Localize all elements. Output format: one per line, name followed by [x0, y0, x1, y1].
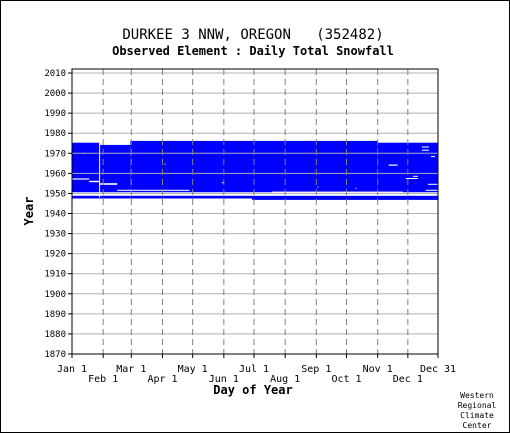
credit-line: Center	[463, 421, 492, 430]
data-block-0-3	[252, 140, 378, 200]
plot-area	[72, 69, 438, 354]
x-tick-label: Jul 1	[239, 364, 269, 375]
y-axis: 1870 1880 1890 1900 1910 1920 1930 1940 1950 1960…	[44, 69, 72, 360]
x-tick-label: Aug 1	[270, 374, 300, 385]
y-tick-label: 1980	[44, 129, 66, 139]
missing-gap-11	[421, 149, 429, 151]
x-tick-label: May 1	[178, 364, 208, 375]
y-tick-label: 2000	[44, 89, 66, 99]
x-tick-label: Dec 1	[393, 374, 423, 385]
y-tick-label: 1910	[44, 270, 66, 280]
missing-gap-18	[317, 186, 319, 188]
plot-border	[71, 68, 439, 355]
y-tick-label: 1970	[44, 149, 66, 159]
credit-line: Climate	[460, 411, 494, 420]
grid-lines	[72, 69, 438, 355]
missing-gap-14	[412, 175, 418, 177]
y-tick-label: 1920	[44, 250, 66, 260]
y-tick-label: 1900	[44, 290, 66, 300]
chart-title: DURKEE 3 NNW, OREGON (352482)	[122, 27, 383, 43]
missing-gap-17	[164, 163, 166, 165]
missing-gap-12	[421, 146, 429, 148]
data-layer	[72, 140, 438, 200]
missing-gap-1	[72, 178, 90, 180]
x-tick-label: Sep 1	[301, 364, 331, 375]
y-tick-label: 1950	[44, 189, 66, 199]
x-axis: Jan 1 Mar 1 May 1 Jul 1 Sep 1 Nov 1 Dec 31 Feb …	[57, 354, 456, 385]
x-tick-label: Oct 1	[331, 374, 361, 385]
missing-gap-6	[99, 144, 101, 198]
x-tick-label: Mar 1	[116, 364, 146, 375]
y-tick-label: 1870	[44, 350, 66, 360]
missing-gap-21	[431, 156, 435, 158]
missing-gap-4	[117, 189, 190, 191]
data-block-0-0	[72, 142, 100, 199]
missing-gap-15	[221, 182, 224, 184]
x-tick-label: Jun 1	[209, 374, 239, 385]
missing-gap-2	[89, 180, 100, 183]
y-tick-label: 1990	[44, 109, 66, 119]
x-tick-label: Nov 1	[363, 364, 393, 375]
credit-line: Regional	[458, 401, 497, 410]
data-block-0-2	[130, 140, 252, 199]
missing-gap-13	[427, 183, 438, 185]
y-tick-label: 1930	[44, 230, 66, 240]
chart-subtitle: Observed Element : Daily Total Snowfall	[112, 44, 394, 58]
x-tick-label: Dec 31	[420, 364, 456, 375]
y-tick-label: 1960	[44, 169, 66, 179]
y-tick-label: 2010	[44, 69, 66, 79]
y-tick-label: 1880	[44, 330, 66, 340]
missing-gap-10	[405, 178, 418, 179]
x-tick-label: Apr 1	[147, 374, 177, 385]
y-axis-label: Year	[22, 197, 36, 226]
credit-line: Western	[460, 391, 494, 400]
data-block-0-1	[99, 144, 131, 199]
missing-gap-19	[355, 187, 357, 189]
x-tick-label: Feb 1	[88, 374, 118, 385]
x-tick-label: Jan 1	[57, 364, 87, 375]
missing-gap-20	[425, 189, 438, 191]
x-axis-label: Day of Year	[213, 383, 292, 397]
y-tick-label: 1940	[44, 210, 66, 220]
missing-gap-0	[72, 193, 438, 196]
y-tick-label: 1890	[44, 310, 66, 320]
missing-gap-8	[272, 191, 403, 193]
missing-gap-9	[388, 164, 398, 166]
missing-gap-3	[99, 183, 118, 185]
